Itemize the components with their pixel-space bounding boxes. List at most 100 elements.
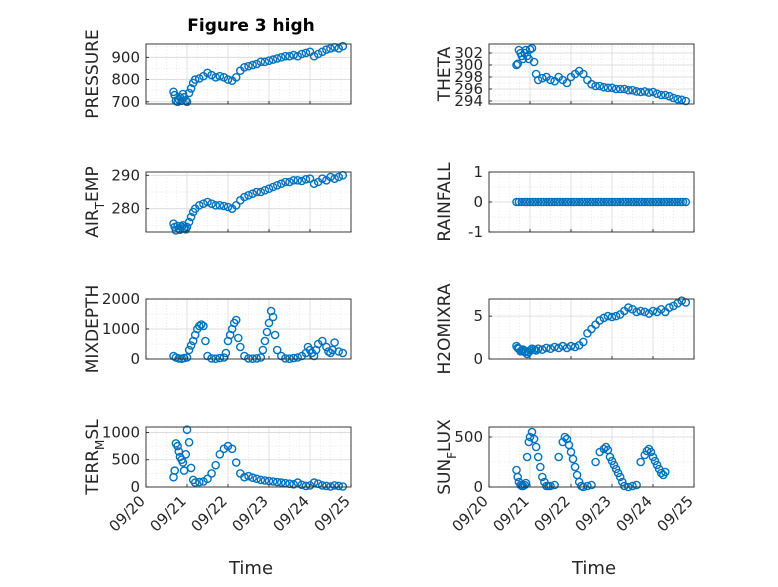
data-point: [309, 51, 319, 61]
x-tick-label: 09/24: [613, 492, 656, 535]
data-point: [629, 197, 639, 207]
series-terrmsl: [169, 425, 348, 491]
y-axis-label: PRESSURE: [83, 29, 103, 118]
data-point: [570, 462, 580, 472]
data-point: [201, 336, 210, 346]
data-point: [317, 336, 327, 346]
data-point: [586, 197, 595, 207]
data-point: [636, 457, 646, 467]
data-point: [289, 353, 298, 363]
y-tick-label: 0: [473, 478, 483, 496]
series-rainfall: [512, 197, 691, 207]
x-tick-label: 09/25: [311, 492, 354, 535]
y-tick-label: 900: [111, 48, 140, 66]
data-point: [607, 83, 617, 93]
data-point: [652, 89, 662, 99]
y-axis-label-main: AIR: [83, 209, 103, 238]
data-point: [203, 474, 212, 484]
x-axis-label-left: Time: [228, 558, 273, 579]
data-point: [648, 452, 658, 462]
data-point: [599, 82, 609, 92]
y-axis-label-main: MIXDEPTH: [83, 285, 103, 374]
data-point: [338, 41, 348, 51]
data-point: [268, 312, 278, 322]
data-point: [522, 452, 532, 462]
data-point: [558, 341, 568, 351]
data-point: [659, 197, 669, 207]
data-point: [538, 472, 547, 482]
x-tick-label: 09/21: [490, 492, 533, 535]
data-point: [577, 197, 587, 207]
data-point: [264, 318, 274, 328]
data-point: [322, 45, 331, 54]
figure-title: Figure 3 high: [187, 16, 315, 36]
data-point: [276, 53, 286, 62]
data-point: [194, 200, 204, 210]
x-tick-label: 09/20: [449, 492, 492, 535]
data-point: [330, 174, 339, 183]
y-axis-label: MIXDEPTH: [83, 285, 103, 374]
y-axis-label: SUNFLUX: [435, 419, 459, 495]
data-point: [595, 81, 605, 91]
data-point: [207, 199, 216, 208]
data-point: [550, 480, 559, 490]
data-point: [547, 197, 557, 207]
data-point: [285, 177, 294, 187]
data-point: [661, 90, 670, 100]
data-point: [652, 460, 662, 470]
y-axis-label-rest: LUX: [435, 419, 455, 452]
data-point: [186, 84, 196, 93]
data-point: [248, 60, 257, 70]
data-point: [620, 481, 629, 491]
x-tick-label: 09/22: [188, 492, 231, 535]
data-point: [219, 73, 229, 82]
data-point: [512, 341, 521, 351]
data-point: [646, 447, 656, 457]
data-point: [562, 343, 572, 353]
y-tick-label: 300: [454, 56, 483, 74]
data-point: [583, 197, 592, 207]
data-point: [613, 197, 622, 207]
data-point: [272, 345, 282, 355]
data-point: [338, 348, 348, 358]
data-point: [338, 482, 348, 491]
data-point: [561, 197, 571, 207]
data-point: [174, 354, 184, 363]
data-point: [317, 481, 327, 490]
data-point: [258, 345, 268, 355]
axes-frame: [145, 426, 352, 488]
data-point: [522, 197, 532, 207]
data-point: [221, 348, 231, 358]
data-point: [182, 97, 192, 107]
data-point: [240, 192, 249, 202]
y-axis-label-subscript: M: [93, 440, 107, 450]
y-axis-label-main: PRESSURE: [83, 29, 103, 118]
data-point: [285, 51, 294, 61]
y-tick-label: 700: [111, 93, 140, 111]
panel-h2omixra: 0 5 H2OMIXRA: [435, 283, 695, 375]
data-point: [301, 481, 311, 491]
y-tick-label: 5: [473, 307, 483, 325]
data-point: [580, 197, 589, 207]
y-tick-label: 1000: [102, 423, 140, 441]
data-point: [256, 353, 266, 362]
data-point: [550, 197, 559, 207]
data-point: [529, 57, 539, 67]
data-point: [553, 197, 562, 207]
data-point: [322, 481, 331, 491]
data-point: [661, 467, 670, 477]
data-point: [555, 197, 565, 207]
data-point: [676, 197, 685, 207]
data-point: [536, 462, 545, 472]
data-point: [244, 471, 253, 481]
data-point: [240, 63, 249, 72]
data-point: [615, 84, 625, 94]
data-point: [244, 354, 253, 363]
data-point: [642, 446, 652, 456]
data-point: [260, 336, 270, 346]
data-point: [309, 179, 319, 188]
data-point: [297, 176, 307, 186]
data-point: [173, 441, 182, 451]
data-point: [632, 480, 641, 490]
